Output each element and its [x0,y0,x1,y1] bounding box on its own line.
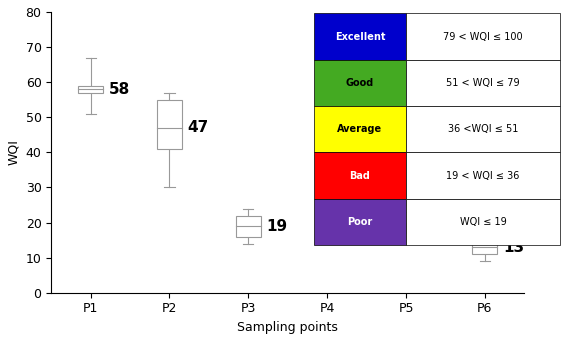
FancyBboxPatch shape [314,152,406,199]
Text: Poor: Poor [347,217,372,227]
FancyBboxPatch shape [406,60,559,106]
Bar [472,243,497,254]
Bar [394,205,418,223]
FancyBboxPatch shape [406,152,559,199]
Bar [78,86,103,93]
Text: Average: Average [337,124,382,134]
FancyBboxPatch shape [406,199,559,245]
Text: 51 < WQI ≤ 79: 51 < WQI ≤ 79 [446,78,519,88]
Text: 13: 13 [503,240,524,255]
Text: 58: 58 [109,82,130,97]
Text: Bad: Bad [350,170,371,180]
Text: 19 < WQI ≤ 36: 19 < WQI ≤ 36 [446,170,519,180]
Bar [157,100,182,149]
Text: 34: 34 [345,166,367,181]
FancyBboxPatch shape [314,13,406,60]
Text: 47: 47 [188,120,209,135]
Text: 36 <WQI ≤ 51: 36 <WQI ≤ 51 [448,124,518,134]
Text: 19: 19 [266,219,288,234]
Bar [315,170,340,180]
FancyBboxPatch shape [406,106,559,152]
Text: 23: 23 [424,205,446,220]
Text: 79 < WQI ≤ 100: 79 < WQI ≤ 100 [443,31,523,42]
FancyBboxPatch shape [314,106,406,152]
Text: Good: Good [346,78,374,88]
Y-axis label: WQI: WQI [7,139,20,165]
Text: WQI ≤ 19: WQI ≤ 19 [460,217,506,227]
FancyBboxPatch shape [406,13,559,60]
X-axis label: Sampling points: Sampling points [237,321,338,334]
Text: Excellent: Excellent [334,31,385,42]
FancyBboxPatch shape [314,60,406,106]
FancyBboxPatch shape [314,199,406,245]
Bar [236,216,261,237]
